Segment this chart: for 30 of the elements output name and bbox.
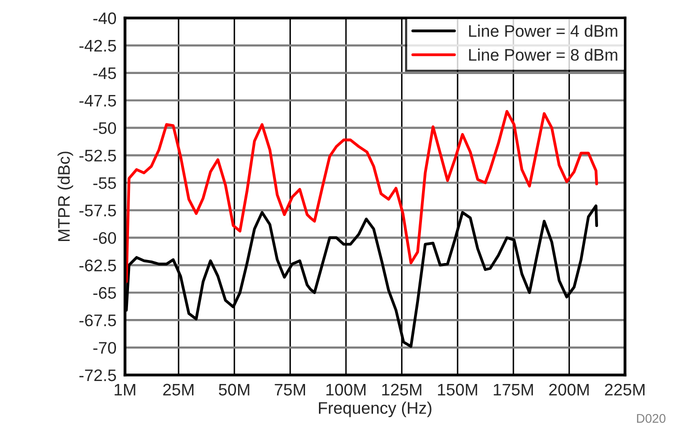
y-tick-label: -67.5 (79, 314, 116, 326)
x-tick-label: 175M (494, 384, 533, 396)
y-tick-label: -47.5 (79, 94, 116, 107)
x-axis-title: Frequency (Hz) (318, 402, 432, 418)
y-tick-label: -40 (93, 12, 116, 24)
y-tick-label: -70 (93, 342, 116, 354)
y-tick-label: -52.5 (79, 150, 116, 162)
x-tick-label: 75M (274, 384, 306, 396)
text: D020 (637, 414, 666, 423)
y-tick-label: -55 (93, 177, 116, 189)
y-tick-label: -45 (93, 67, 116, 80)
x-tick-label: 50M (218, 384, 250, 396)
y-tick-label: -42.5 (79, 40, 116, 52)
x-tick-label: 125M (382, 384, 422, 396)
x-tick-label: 150M (438, 384, 478, 396)
x-tick-label: 25M (163, 384, 194, 396)
x-tick-label: 225M (604, 384, 644, 396)
x-tick-label: 1M (114, 384, 136, 396)
y-tick-label: -50 (93, 122, 116, 134)
line-series (125, 110, 598, 284)
y-axis-title: MTPR (dBc) (58, 152, 74, 241)
y-tick-label: -72.5 (79, 369, 116, 382)
y-tick-label: -57.5 (79, 204, 116, 216)
y-tick-label: -60 (93, 232, 116, 244)
y-tick-label: -65 (93, 287, 116, 299)
y-tick-label: -62.5 (79, 260, 116, 272)
x-tick-label: 200M (549, 384, 589, 396)
legend-label: Line Power = 4 dBm (469, 24, 618, 37)
x-tick-label: 100M (326, 384, 366, 396)
legend-label: Line Power = 8 dBm (469, 48, 618, 61)
